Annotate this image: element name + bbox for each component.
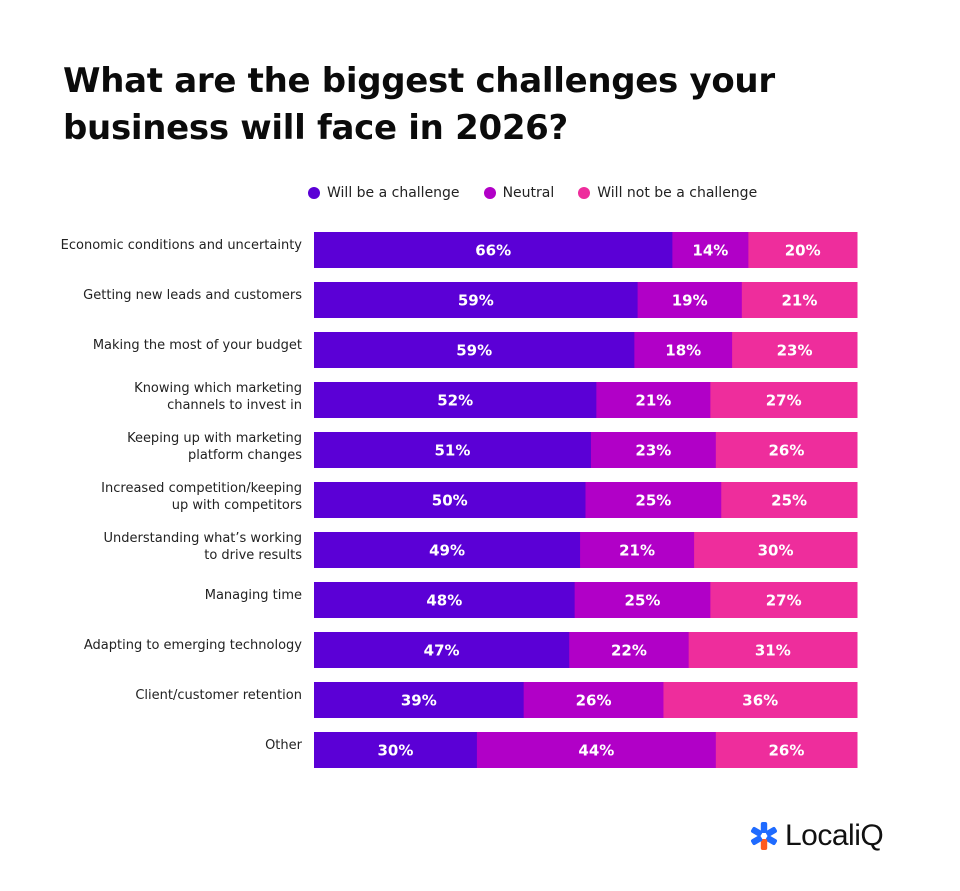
legend-swatch-challenge [308, 187, 320, 199]
legend: Will be a challenge Neutral Will not be … [308, 183, 781, 203]
data-label-5-2: 23% [635, 442, 671, 460]
category-label-10: Client/customer retention [135, 688, 302, 703]
data-label-1-3: 20% [785, 242, 821, 260]
logo-wordmark: LocaliQ [785, 819, 884, 852]
data-label-11-1: 30% [377, 742, 413, 760]
bar-segment-7-1 [314, 532, 581, 568]
category-label-7: Understanding what’s working to drive res… [104, 531, 303, 563]
data-label-3-1: 59% [456, 342, 492, 360]
category-label-2: Getting new leads and customers [83, 288, 302, 303]
bar-segment-5-2 [590, 432, 717, 468]
bar-segment-8-3 [710, 582, 858, 618]
data-label-8-1: 48% [426, 592, 462, 610]
bar-segment-1-2 [672, 232, 749, 268]
data-label-6-3: 25% [771, 492, 807, 510]
data-label-3-3: 23% [777, 342, 813, 360]
category-label-3: Making the most of your budget [93, 338, 302, 353]
data-label-10-2: 26% [576, 692, 612, 710]
data-label-6-2: 25% [635, 492, 671, 510]
bar-segment-10-2 [523, 682, 664, 718]
data-label-2-1: 59% [458, 292, 494, 310]
data-label-10-1: 39% [401, 692, 437, 710]
bar-segment-3-2 [634, 332, 733, 368]
bar-segment-9-2 [569, 632, 690, 668]
bar-segment-2-1 [314, 282, 639, 318]
bar-segment-5-1 [314, 432, 592, 468]
data-label-4-3: 27% [766, 392, 802, 410]
bar-segment-9-1 [314, 632, 570, 668]
bar-segment-9-3 [688, 632, 858, 668]
bar-segment-7-2 [580, 532, 695, 568]
bar-segment-3-3 [732, 332, 858, 368]
category-label-8: Managing time [205, 588, 302, 603]
data-label-7-1: 49% [429, 542, 465, 560]
bar-segment-1-3 [748, 232, 858, 268]
bar-segment-4-1 [314, 382, 597, 418]
data-label-4-2: 21% [635, 392, 671, 410]
data-label-2-2: 19% [672, 292, 708, 310]
bar-segment-3-1 [314, 332, 635, 368]
bar-segment-4-3 [710, 382, 858, 418]
bar-segment-7-3 [694, 532, 858, 568]
legend-swatch-neutral [483, 187, 496, 199]
data-label-9-1: 47% [424, 642, 460, 660]
legend-item-neutral: Neutral [483, 185, 555, 201]
bar-segment-4-2 [596, 382, 711, 418]
category-label-11: Other [265, 738, 303, 753]
legend-item-challenge: Will be a challenge [308, 185, 460, 201]
data-label-8-3: 27% [766, 592, 802, 610]
legend-swatch-not-challenge [578, 187, 591, 199]
legend-item-not-challenge: Will not be a challenge [578, 185, 757, 201]
data-label-7-3: 30% [758, 542, 794, 560]
bar-segment-11-3 [715, 732, 858, 768]
bar-segment-2-3 [741, 282, 858, 318]
category-label-4: Knowing which marketing channels to inves… [134, 381, 302, 413]
data-label-5-3: 26% [768, 442, 804, 460]
brand-logo: LocaliQ [749, 816, 884, 856]
data-label-1-2: 14% [692, 242, 728, 260]
data-label-11-2: 44% [578, 742, 614, 760]
bar-segment-8-2 [574, 582, 711, 618]
data-label-2-3: 21% [781, 292, 817, 310]
bar-segment-2-2 [637, 282, 743, 318]
bar-segment-10-3 [663, 682, 858, 718]
data-label-4-1: 52% [437, 392, 473, 410]
data-label-10-3: 36% [742, 692, 778, 710]
legend-label-challenge: Will be a challenge [327, 185, 460, 201]
bar-segment-8-1 [314, 582, 576, 618]
bar-segment-6-2 [585, 482, 722, 518]
data-label-6-1: 50% [432, 492, 468, 510]
legend-label-not-challenge: Will not be a challenge [597, 185, 758, 201]
data-label-7-2: 21% [619, 542, 655, 560]
data-label-11-3: 26% [768, 742, 804, 760]
legend-label-neutral: Neutral [502, 185, 555, 201]
category-label-9: Adapting to emerging technology [84, 638, 302, 653]
data-label-8-2: 25% [625, 592, 661, 610]
data-label-9-3: 31% [755, 642, 791, 660]
bar-segment-6-3 [721, 482, 858, 518]
data-label-1-1: 66% [475, 242, 511, 260]
data-label-3-2: 18% [665, 342, 701, 360]
bar-segment-1-1 [314, 232, 673, 268]
bar-segment-11-2 [476, 732, 717, 768]
category-label-5: Keeping up with marketing platform change… [127, 431, 302, 463]
localiq-asterisk-logo-icon [751, 822, 777, 850]
bar-segment-11-1 [314, 732, 478, 768]
chart-title: What are the biggest challenges your bus… [63, 61, 775, 148]
bar-segment-6-1 [314, 482, 586, 518]
data-label-9-2: 22% [611, 642, 647, 660]
bar-segment-5-3 [715, 432, 858, 468]
bar-segment-10-1 [314, 682, 525, 718]
data-label-5-1: 51% [435, 442, 471, 460]
category-label-1: Economic conditions and uncertainty [61, 238, 303, 253]
category-label-6: Increased competition/keeping up with com… [101, 481, 302, 513]
